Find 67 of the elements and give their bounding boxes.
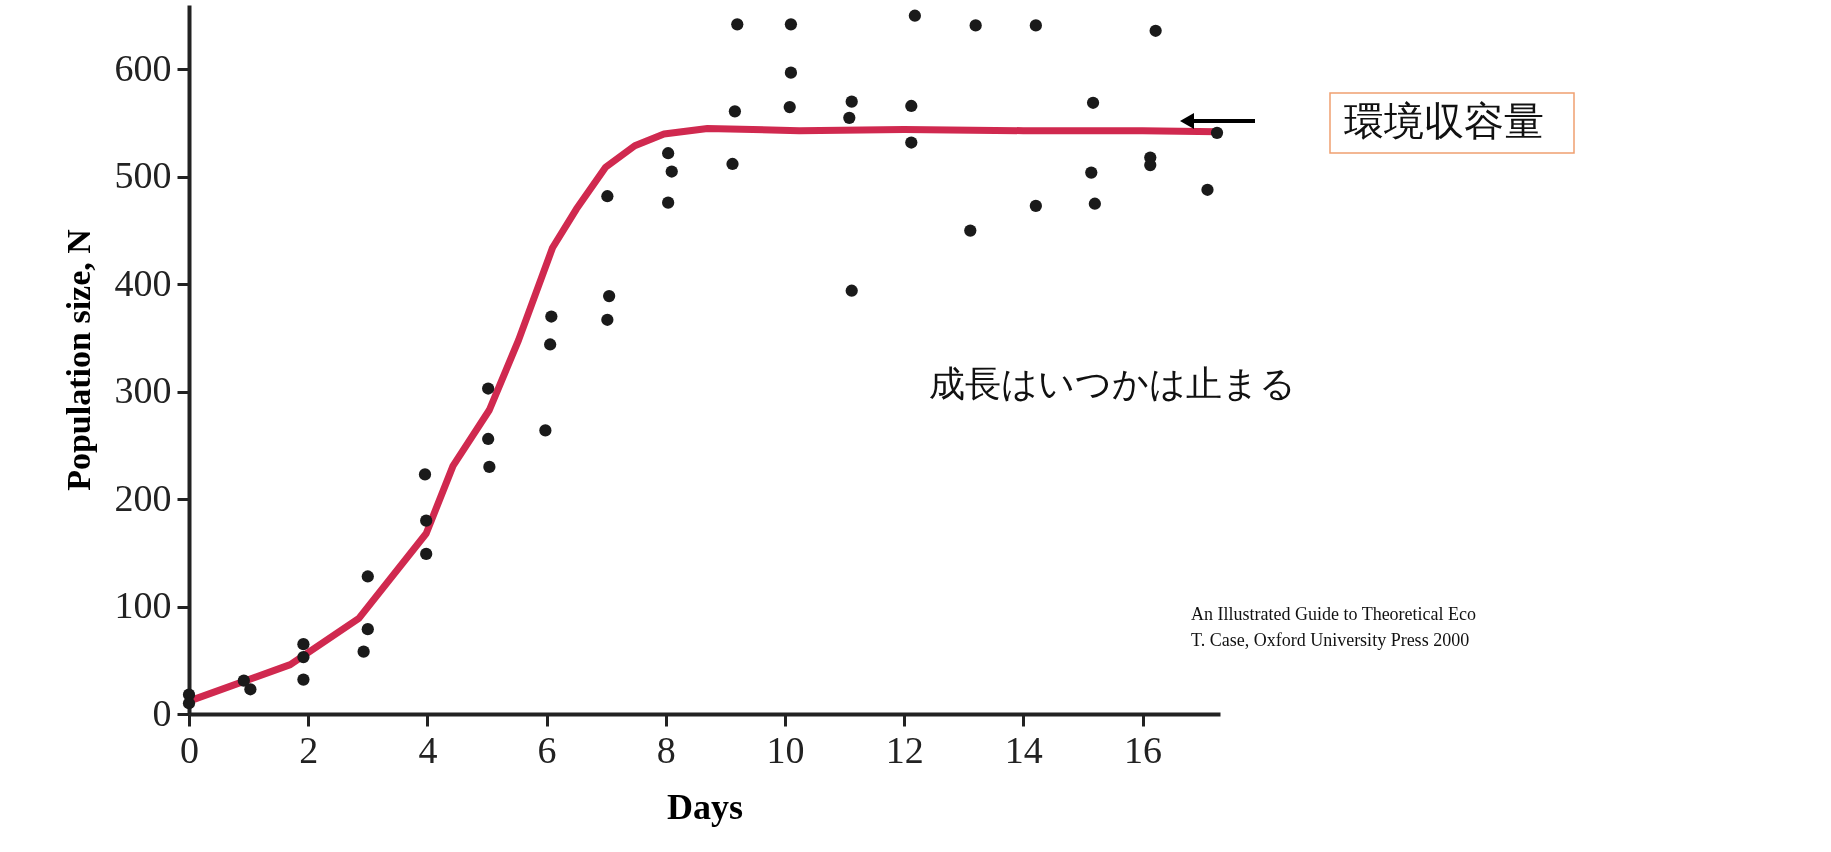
point xyxy=(483,460,496,474)
point xyxy=(420,547,433,561)
x-tick-label: 0 xyxy=(180,728,199,771)
x-tick-label: 6 xyxy=(537,728,557,771)
point xyxy=(482,432,495,446)
annotation: An Illustrated Guide to Theoretical Eco T. Case, Oxford University Press 2000 xyxy=(1191,604,1477,651)
point xyxy=(418,468,432,481)
point xyxy=(964,224,977,237)
point xyxy=(182,697,196,710)
point xyxy=(731,18,744,31)
x-tick-label: 2 xyxy=(299,728,319,771)
point xyxy=(1210,126,1224,139)
point xyxy=(845,95,858,108)
point xyxy=(905,99,918,113)
point xyxy=(908,9,921,22)
point xyxy=(1029,199,1042,212)
point xyxy=(726,157,739,171)
point xyxy=(482,382,495,395)
y-tick-label: 400 xyxy=(114,261,172,304)
point xyxy=(783,100,796,114)
point xyxy=(784,18,798,31)
point xyxy=(297,650,310,664)
point xyxy=(845,284,858,297)
point xyxy=(544,338,557,351)
x-tick-label: 12 xyxy=(885,728,924,771)
x-axis-title: Days xyxy=(666,786,744,827)
point xyxy=(1029,19,1042,32)
point xyxy=(905,136,918,149)
x-tick-label: 4 xyxy=(418,728,438,771)
point xyxy=(728,105,742,118)
x-tick-label: 8 xyxy=(656,728,676,771)
point xyxy=(361,570,374,583)
point xyxy=(601,190,614,203)
point xyxy=(603,290,616,303)
point xyxy=(420,514,433,527)
y-tick-label: 0 xyxy=(152,691,172,734)
point xyxy=(665,165,678,178)
y-tick-label: 100 xyxy=(114,584,172,627)
annotation: 成長はいつかは止まる xyxy=(929,363,1296,404)
point xyxy=(1085,166,1098,179)
point xyxy=(662,196,675,209)
x-tick-label: 10 xyxy=(766,728,805,771)
y-tick-label: 200 xyxy=(114,476,172,519)
point xyxy=(1086,96,1100,109)
point xyxy=(1149,24,1162,37)
point xyxy=(843,111,856,124)
y-tick-label: 500 xyxy=(114,154,172,197)
point xyxy=(297,638,310,651)
y-axis-title: Population size, N xyxy=(59,228,97,491)
y-tick-label: 600 xyxy=(114,46,172,89)
point xyxy=(1201,183,1214,196)
point xyxy=(601,313,614,326)
point xyxy=(361,623,374,636)
x-tick-label: 14 xyxy=(1004,728,1043,771)
point xyxy=(969,19,982,32)
point xyxy=(237,674,250,687)
point xyxy=(662,147,675,160)
point xyxy=(357,645,370,658)
point xyxy=(545,310,558,323)
point xyxy=(297,673,310,686)
text: 環境収容量 xyxy=(1344,98,1544,144)
y-tick-label: 300 xyxy=(114,369,172,412)
point xyxy=(784,66,798,79)
point xyxy=(539,424,552,437)
point xyxy=(1088,197,1101,210)
x-tick-label: 16 xyxy=(1124,728,1163,771)
point xyxy=(244,683,257,696)
